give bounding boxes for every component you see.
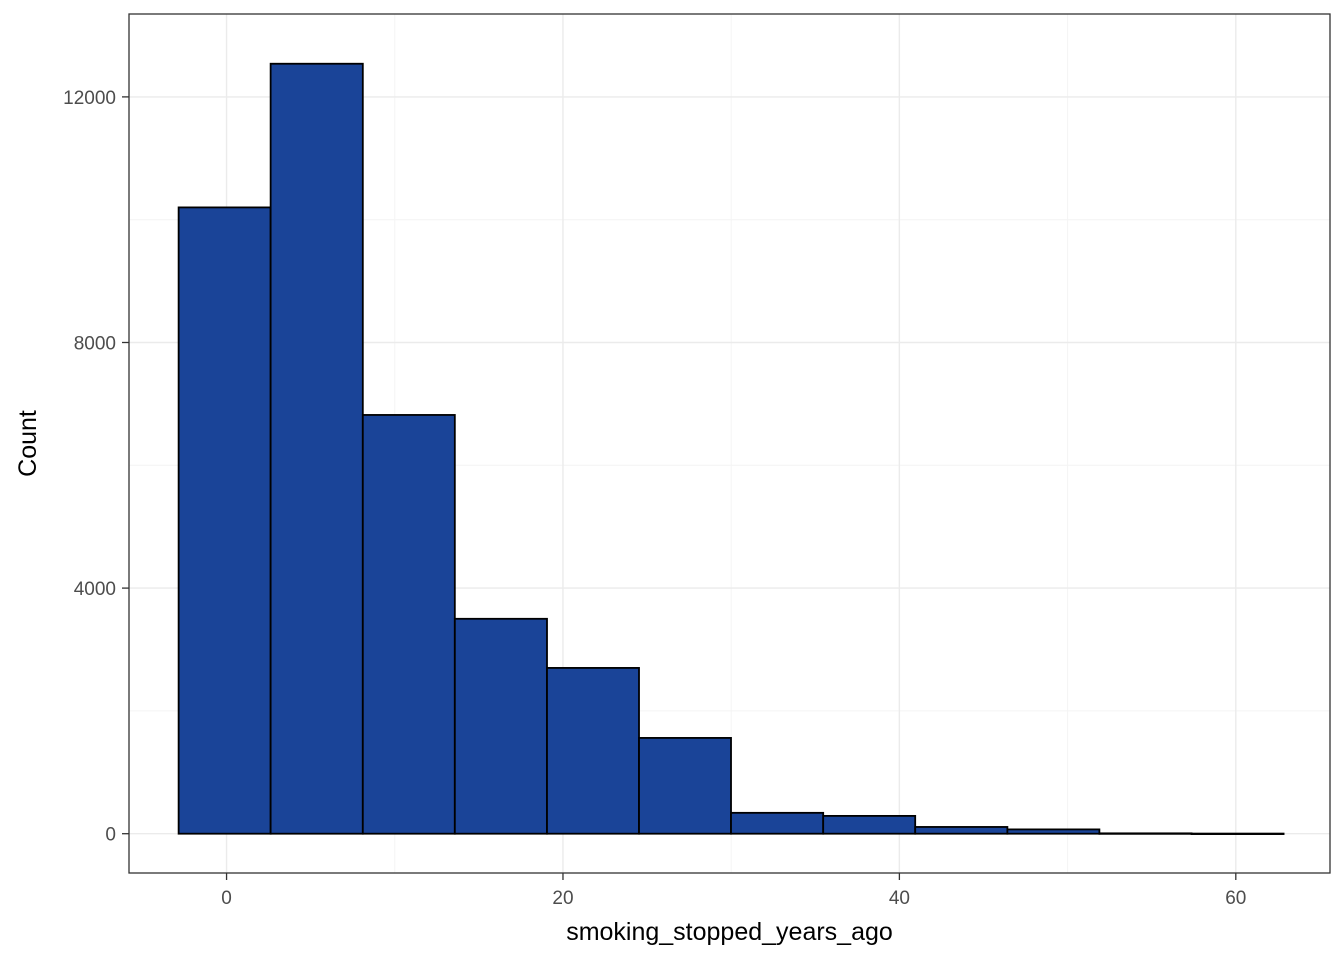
histogram-bar	[361, 414, 456, 835]
histogram-bar	[269, 62, 364, 835]
x-tick-label: 40	[889, 888, 910, 909]
histogram-bar	[177, 206, 272, 835]
histogram-bar	[1006, 828, 1101, 835]
histogram-bar	[1190, 832, 1285, 835]
histogram-bar	[1098, 832, 1193, 835]
histogram-bar	[546, 667, 640, 835]
histogram-bar	[914, 826, 1009, 835]
histogram-bar	[638, 737, 732, 835]
x-tick-label: 20	[552, 888, 573, 909]
histogram-bar	[453, 617, 548, 835]
y-tick-label: 12000	[63, 88, 116, 109]
x-axis-ticks: 0 20 40 60	[221, 873, 1246, 909]
y-tick-label: 8000	[74, 333, 116, 354]
x-axis-title: smoking_stopped_years_ago	[566, 918, 893, 946]
histogram-bars	[177, 62, 1285, 835]
y-tick-label: 4000	[74, 579, 116, 600]
histogram-bar	[822, 814, 917, 835]
histogram-bar	[730, 811, 825, 835]
panel-border	[128, 13, 1331, 874]
x-tick-label: 60	[1225, 888, 1246, 909]
y-axis-title: Count	[14, 410, 42, 477]
y-axis-ticks: 0 4000 8000 12000	[63, 88, 129, 846]
y-tick-label: 0	[105, 825, 116, 846]
x-tick-label: 0	[221, 888, 232, 909]
